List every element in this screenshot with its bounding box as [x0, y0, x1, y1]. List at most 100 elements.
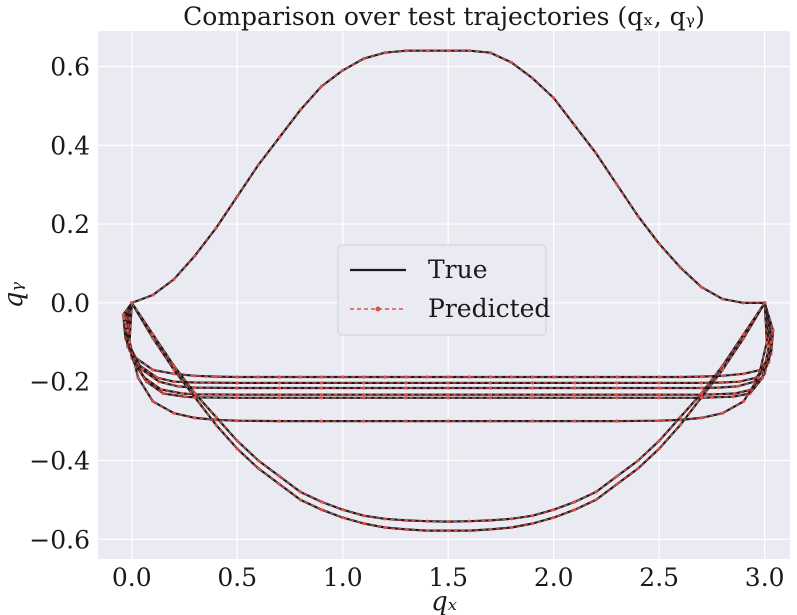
predicted-point: [531, 375, 535, 379]
predicted-point: [383, 375, 387, 379]
predicted-point: [531, 393, 535, 397]
predicted-point: [341, 375, 345, 379]
legend-box: [337, 244, 547, 336]
predicted-point: [531, 396, 535, 400]
predicted-point: [615, 393, 619, 397]
predicted-point: [362, 419, 366, 423]
predicted-point: [710, 395, 714, 399]
predicted-point: [172, 372, 176, 376]
predicted-point: [699, 386, 704, 390]
predicted-point: [404, 518, 408, 523]
predicted-point: [509, 517, 514, 521]
y-tick-label: 0.4: [50, 131, 90, 160]
y-tick-label: 0.2: [50, 210, 90, 239]
predicted-point: [531, 76, 535, 80]
predicted-point: [509, 375, 514, 379]
predicted-point: [720, 374, 725, 378]
predicted-point: [712, 392, 716, 396]
predicted-point: [320, 386, 324, 390]
predicted-point: [235, 396, 239, 400]
predicted-point: [573, 375, 577, 379]
predicted-point: [594, 490, 598, 494]
predicted-point: [769, 340, 773, 344]
predicted-point: [404, 381, 408, 385]
predicted-point: [446, 396, 450, 400]
predicted-point: [771, 328, 775, 333]
predicted-point: [235, 386, 239, 390]
predicted-point: [383, 517, 387, 521]
predicted-point: [636, 466, 640, 470]
predicted-point: [699, 285, 704, 289]
predicted-point: [531, 521, 535, 526]
chart-title: Comparison over test trajectories (qₓ, q…: [183, 2, 705, 31]
predicted-point: [446, 520, 450, 524]
predicted-point: [404, 419, 408, 423]
predicted-point: [121, 313, 125, 317]
predicted-point: [615, 381, 619, 385]
predicted-point: [573, 396, 577, 400]
legend-true-label: True: [428, 255, 488, 284]
predicted-point: [657, 439, 661, 443]
predicted-point: [615, 183, 619, 187]
predicted-point: [573, 508, 577, 512]
predicted-point: [341, 508, 345, 512]
predicted-point: [180, 391, 184, 396]
predicted-point: [425, 519, 429, 523]
predicted-point: [488, 393, 492, 397]
predicted-point: [125, 328, 130, 333]
legend-predicted-label: Predicted: [428, 294, 550, 323]
predicted-point: [552, 516, 556, 520]
x-tick-label: 2.5: [639, 563, 679, 592]
predicted-point: [425, 529, 429, 533]
predicted-point: [235, 447, 239, 451]
predicted-point: [277, 396, 281, 400]
predicted-point: [320, 508, 324, 512]
predicted-point: [176, 384, 180, 388]
predicted-point: [404, 49, 408, 53]
predicted-point: [404, 386, 408, 390]
x-tick-label: 1.5: [428, 563, 468, 592]
predicted-point: [172, 411, 176, 415]
predicted-point: [277, 381, 281, 385]
predicted-point: [657, 396, 661, 400]
predicted-point: [488, 381, 492, 385]
y-ticks: 0.6 0.4 0.2 0.0 −0.2 −0.4 −0.6: [29, 52, 90, 554]
predicted-point: [573, 393, 577, 397]
x-tick-label: 2.0: [534, 563, 574, 592]
predicted-point: [277, 419, 281, 423]
series-layer: [121, 49, 775, 533]
predicted-point: [594, 375, 598, 379]
predicted-point: [193, 380, 197, 385]
predicted-point: [235, 194, 239, 199]
predicted-point: [761, 376, 765, 380]
predicted-point: [699, 381, 704, 385]
predicted-point: [615, 375, 619, 379]
predicted-point: [552, 96, 556, 100]
y-tick-label: −0.4: [29, 446, 90, 475]
predicted-point: [193, 391, 197, 396]
predicted-point: [256, 466, 260, 470]
predicted-point: [144, 380, 149, 384]
predicted-point: [320, 393, 324, 397]
predicted-point: [151, 368, 155, 372]
predicted-point: [720, 368, 725, 372]
predicted-point: [151, 399, 155, 403]
predicted-point: [256, 458, 260, 463]
predicted-point: [699, 375, 704, 379]
predicted-point: [193, 416, 197, 420]
predicted-point: [615, 474, 619, 478]
predicted-point: [531, 381, 535, 385]
predicted-point: [320, 500, 324, 504]
predicted-point: [404, 396, 408, 400]
predicted-point: [172, 380, 176, 384]
predicted-point: [657, 419, 661, 423]
predicted-point: [552, 375, 556, 379]
predicted-point: [573, 124, 577, 128]
predicted-point: [298, 108, 303, 112]
predicted-point: [509, 525, 514, 530]
predicted-point: [742, 399, 746, 403]
predicted-point: [615, 396, 619, 400]
predicted-point: [128, 340, 132, 344]
predicted-point: [657, 375, 661, 379]
